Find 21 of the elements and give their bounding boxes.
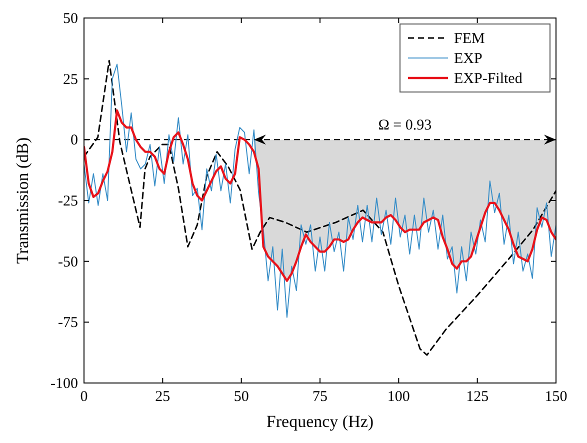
x-tick-label: 75 — [312, 389, 328, 405]
x-tick-label: 125 — [466, 389, 489, 405]
legend-label: EXP-Filted — [454, 71, 523, 87]
y-tick-label: -75 — [58, 315, 78, 332]
y-axis-title: Transmission (dB) — [13, 137, 32, 264]
y-tick-label: 50 — [63, 11, 78, 27]
x-tick-label: 150 — [544, 389, 568, 405]
x-tick-label: 100 — [387, 389, 410, 405]
y-tick-label: 0 — [70, 132, 78, 149]
y-tick-label: 25 — [63, 72, 78, 88]
y-tick-label: -25 — [58, 194, 78, 210]
x-axis-title: Frequency (Hz) — [266, 412, 374, 431]
annotation: Ω = 0.93 — [378, 118, 432, 134]
x-tick-label: 50 — [234, 389, 249, 405]
line-series — [84, 109, 556, 282]
y-tick-label: -100 — [50, 376, 78, 392]
x-tick-label: 25 — [155, 389, 170, 405]
legend-label: EXP — [454, 51, 482, 67]
x-tick-label: 0 — [80, 389, 88, 405]
legend-label: FEM — [454, 31, 485, 47]
y-tick-label: -50 — [58, 254, 78, 270]
